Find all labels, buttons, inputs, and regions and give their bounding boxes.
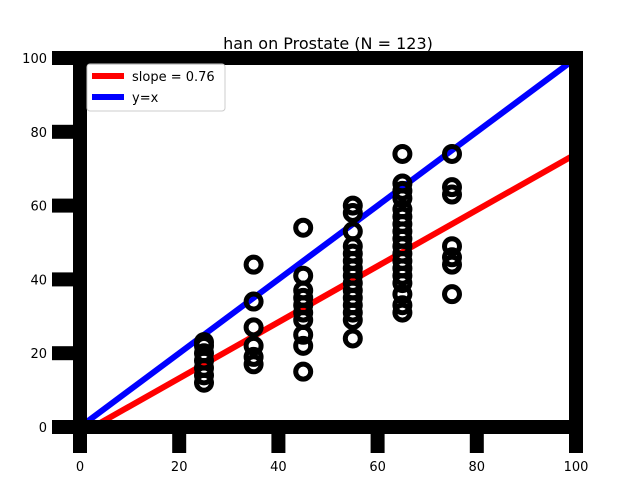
scatter-point-10 [243, 335, 264, 356]
scatter-point-11 [243, 317, 264, 338]
y-tick-mark-100 [52, 51, 76, 65]
scatter-point-22 [293, 265, 314, 286]
scatter-point-59 [442, 247, 462, 268]
scatter-point-23 [293, 217, 314, 238]
y-tick-mark-0 [52, 420, 76, 434]
scatter-point-37 [342, 202, 363, 223]
y-tick-label-80: 80 [30, 126, 47, 141]
x-tick-mark-0 [73, 433, 87, 453]
frame-bottom [52, 420, 583, 434]
scatter-point-12 [243, 291, 264, 312]
x-tick-label-100: 100 [564, 460, 589, 475]
y-tick-label-40: 40 [30, 273, 47, 288]
scatter-point-39 [392, 302, 413, 323]
axes-frame [52, 51, 583, 434]
y-tick-mark-20 [52, 346, 76, 361]
scatter-point-57 [442, 284, 462, 305]
scatter-point-58 [442, 254, 462, 275]
y-tick-label-100: 100 [22, 52, 47, 67]
scatter-point-61 [442, 184, 462, 205]
scatter-point-41 [392, 284, 413, 305]
scatter-point-8 [243, 354, 264, 375]
fit-line-1 [86, 151, 576, 427]
y-tick-mark-80 [52, 124, 76, 139]
x-tick-label-80: 80 [469, 460, 486, 475]
x-tick-mark-100 [569, 433, 583, 453]
scatter-point-9 [243, 346, 264, 367]
scatter-point-40 [392, 295, 413, 316]
scatter-point-24 [342, 328, 363, 349]
scatter-point-34 [342, 243, 363, 264]
x-tick-label-20: 20 [171, 460, 188, 475]
scatter-point-62 [442, 177, 462, 198]
y-tick-label-20: 20 [30, 347, 47, 362]
frame-left [73, 51, 87, 434]
chart-title: han on Prostate (N = 123) [223, 34, 433, 53]
fit-line-2 [80, 58, 576, 427]
x-tick-mark-80 [469, 433, 484, 453]
scatter-point-36 [342, 221, 363, 242]
scatter-point-63 [442, 143, 462, 164]
frame-top [52, 51, 583, 65]
y-tick-label-60: 60 [30, 200, 47, 215]
x-tick-label-0: 0 [76, 460, 84, 475]
scatter-point-51 [392, 206, 413, 227]
scatter-point-20 [293, 287, 314, 308]
y-tick-label-0: 0 [39, 421, 47, 436]
scatter-point-13 [243, 254, 264, 275]
y-tick-mark-40 [52, 272, 76, 287]
scatter-points [194, 143, 462, 393]
legend: slope = 0.76 y=x [86, 63, 226, 112]
x-tick-mark-20 [172, 433, 187, 453]
scatter-point-55 [392, 173, 413, 194]
x-tick-label-60: 60 [369, 460, 386, 475]
axis-ticks: 0 20 40 60 80 100 0 20 40 60 80 100 [22, 51, 588, 475]
legend-label-2: y=x [132, 91, 159, 106]
scatter-point-14 [293, 361, 314, 382]
scatter-point-15 [293, 335, 314, 356]
y-tick-mark-60 [52, 198, 76, 213]
frame-right [569, 51, 583, 434]
scatter-point-5 [194, 343, 214, 364]
scatter-point-38 [342, 195, 363, 216]
scatter-point-60 [442, 236, 462, 257]
scatter-point-54 [392, 180, 413, 201]
fit-lines [80, 58, 576, 427]
scatter-point-56 [392, 143, 413, 164]
x-tick-mark-60 [370, 433, 385, 453]
scatter-point-7 [194, 332, 214, 353]
x-tick-label-40: 40 [270, 460, 287, 475]
scatter-point-52 [392, 199, 413, 220]
legend-label-1: slope = 0.76 [132, 70, 215, 85]
x-tick-mark-40 [271, 433, 286, 453]
